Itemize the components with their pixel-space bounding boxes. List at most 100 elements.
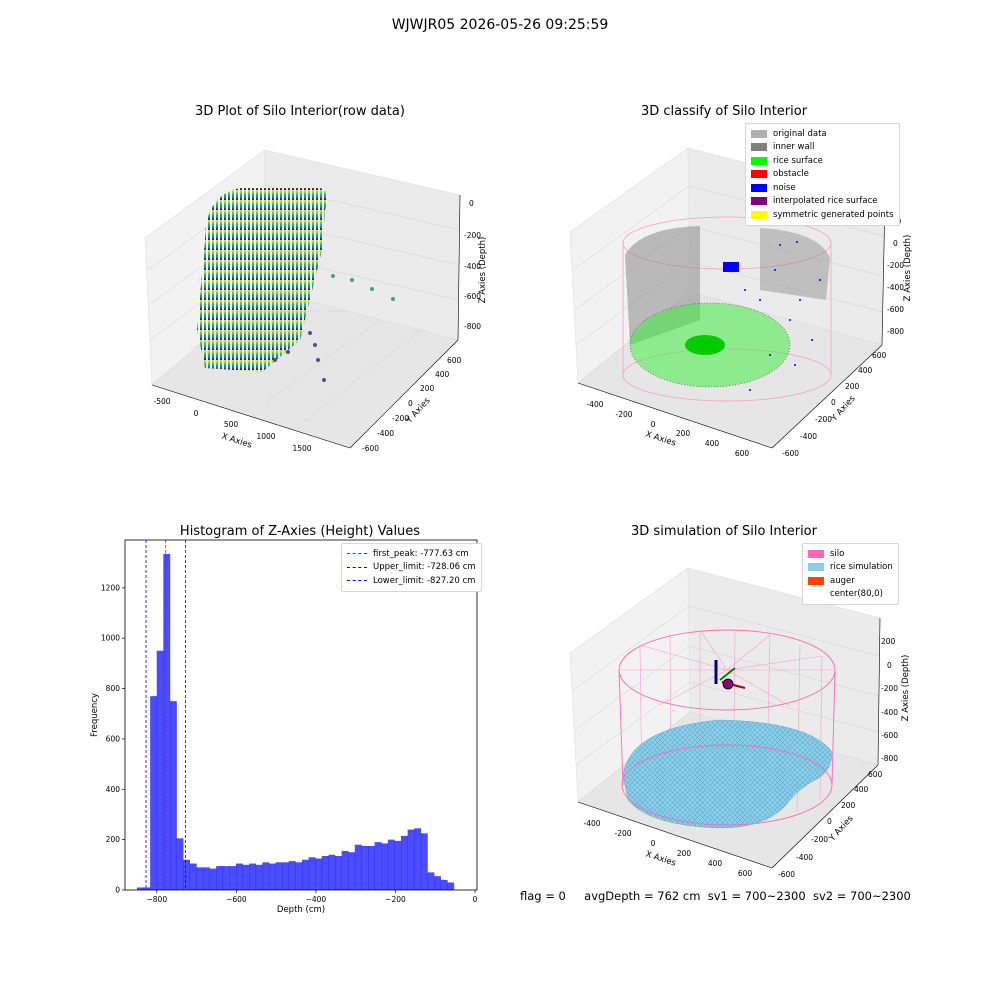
raw-xtick: 0 <box>194 409 199 418</box>
raw-ytick: -600 <box>362 444 379 453</box>
histogram-bar <box>282 862 290 890</box>
legend-item: Upper_limit: -728.06 cm <box>347 561 476 575</box>
flag-text: flag = 0 <box>520 889 566 903</box>
histogram-bar <box>150 696 158 890</box>
histogram-bar <box>361 845 369 890</box>
legend-label: noise <box>773 182 796 193</box>
classify-panel-title: 3D classify of Silo Interior <box>640 104 808 119</box>
histogram-bar <box>301 859 309 890</box>
simulation-panel-title: 3D simulation of Silo Interior <box>631 524 817 539</box>
histogram-xtick-label: 0 <box>473 895 478 904</box>
classify-ztick: -600 <box>887 305 904 314</box>
classify-xtick: -200 <box>615 410 632 419</box>
classify-ztick: 0 <box>893 239 898 248</box>
avg-depth-text: avgDepth = 762 cm <box>584 889 701 903</box>
legend-swatch <box>751 129 767 138</box>
histogram-bar <box>275 862 283 890</box>
raw-ytick: 600 <box>447 356 462 365</box>
sim-zlabel: Z Axies (Depth) <box>901 655 911 722</box>
histogram-ytick-label: 1000 <box>101 634 120 643</box>
legend-label: rice surface <box>773 155 823 166</box>
legend-label: interpolated rice surface <box>773 196 878 207</box>
classify-point-cloud <box>622 216 832 402</box>
legend-swatch <box>751 170 767 179</box>
classify-ytick: 0 <box>831 398 836 407</box>
histogram-ytick-label: 1200 <box>101 583 120 592</box>
sim-ytick: -200 <box>811 835 828 844</box>
histogram-bar <box>308 857 316 890</box>
legend-item: symmetric generated points <box>751 208 894 222</box>
simulation-model <box>618 629 836 829</box>
legend-line <box>347 580 367 582</box>
classify-ytick: 400 <box>858 366 873 375</box>
raw-ytick: 400 <box>435 370 450 379</box>
raw-ytick: -400 <box>377 429 394 438</box>
legend-label: symmetric generated points <box>773 209 894 220</box>
legend-swatch <box>751 210 767 219</box>
raw-xlabel: X Axies <box>220 431 253 450</box>
raw-xtick: -500 <box>153 397 170 406</box>
histogram-bar <box>348 852 356 890</box>
histogram-bar <box>216 866 224 890</box>
histogram-ytick-label: 0 <box>115 886 120 895</box>
classify-ztick: -200 <box>887 261 904 270</box>
legend-item: auger <box>808 574 893 588</box>
histogram-xtick-label: −400 <box>306 895 327 904</box>
histogram-bar <box>381 843 389 890</box>
histogram-bar <box>163 553 171 890</box>
histogram-bar <box>255 864 263 890</box>
histogram-bar <box>235 863 243 890</box>
legend-swatch <box>808 590 824 599</box>
sv2-text: sv2 = 700~2300 <box>812 889 911 903</box>
sim-ytick: 600 <box>868 770 883 779</box>
histogram-bar <box>169 701 177 890</box>
histogram-bar <box>414 828 422 890</box>
sim-xtick: -400 <box>583 819 600 828</box>
sim-ytick: -600 <box>778 870 795 879</box>
sim-ztick: -800 <box>881 754 898 763</box>
sim-xtick: 400 <box>708 859 723 868</box>
histogram-bar <box>387 839 395 890</box>
legend-label: rice simulation <box>830 562 893 573</box>
histogram-ytick-label: 200 <box>106 835 121 844</box>
raw-ztick: -600 <box>464 292 481 301</box>
legend-item: Lower_limit: -827.20 cm <box>347 574 476 588</box>
legend-swatch <box>751 197 767 206</box>
classify-xtick: 200 <box>676 429 691 438</box>
sim-ztick: -200 <box>881 684 898 693</box>
legend-label: inner wall <box>773 142 815 153</box>
histogram-ylabel: Frequency <box>90 693 100 737</box>
legend-item: silo <box>808 547 893 561</box>
legend-item: obstacle <box>751 168 894 182</box>
raw-xtick: 1000 <box>256 432 275 441</box>
classify-xtick: 400 <box>705 439 720 448</box>
raw-ztick: -200 <box>464 231 481 240</box>
histogram-bar <box>196 867 204 890</box>
raw-axis-ticks: -500 0 500 1000 1500 X Axies 600 400 200… <box>153 199 488 453</box>
histogram-bar <box>156 650 164 890</box>
histogram-bar <box>321 856 329 890</box>
legend-item: first_peak: -777.63 cm <box>347 547 476 561</box>
sim-ztick: -600 <box>881 731 898 740</box>
histogram-bar <box>262 862 270 890</box>
raw-zlabel: Z Axies (Depth) <box>478 237 488 304</box>
histogram-xlabel: Depth (cm) <box>277 905 325 915</box>
legend-item: rice surface <box>751 154 894 168</box>
legend-label: silo <box>830 548 845 559</box>
classify-ytick: 200 <box>845 382 860 391</box>
histogram-bar <box>222 866 230 890</box>
classify-ytick: 600 <box>872 351 887 360</box>
histogram-ytick-label: 600 <box>106 734 121 743</box>
histogram-bar <box>143 887 151 890</box>
legend-label: auger <box>830 575 855 586</box>
sim-xtick: -200 <box>614 829 631 838</box>
legend-item: noise <box>751 181 894 195</box>
histogram-bar <box>335 856 342 890</box>
histogram-xtick-label: −600 <box>226 895 247 904</box>
raw-ytick: 0 <box>408 399 413 408</box>
legend-label: first_peak: -777.63 cm <box>373 548 469 559</box>
sim-ytick: 0 <box>827 817 832 826</box>
sim-ytick: 200 <box>841 801 856 810</box>
classify-ytick: -400 <box>800 432 817 441</box>
